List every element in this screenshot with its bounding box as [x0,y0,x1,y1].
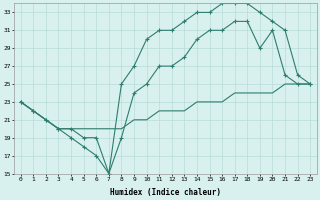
X-axis label: Humidex (Indice chaleur): Humidex (Indice chaleur) [110,188,221,197]
